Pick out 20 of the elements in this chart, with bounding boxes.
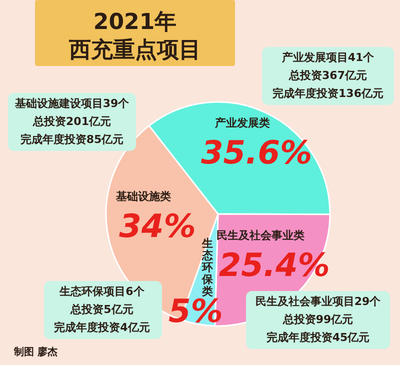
chart-title: 2021年 bbox=[93, 10, 177, 35]
chart-subtitle: 西充重点项目 bbox=[68, 37, 201, 63]
text: 民生及社会事业项目29个 bbox=[255, 295, 382, 308]
slice-label: 民生及社会事业类 bbox=[216, 228, 304, 242]
text: 总投资367亿元 bbox=[288, 69, 367, 82]
data-label: 35.6% bbox=[201, 134, 312, 172]
text: 完成年度投资45亿元 bbox=[266, 331, 370, 344]
text: 完成年度投资85亿元 bbox=[20, 133, 124, 146]
text: 完成年度投资4亿元 bbox=[54, 321, 150, 334]
text: 基础设施建设项目39个 bbox=[14, 97, 130, 110]
data-label: 34% bbox=[119, 207, 196, 246]
text: 完成年度投资136亿元 bbox=[272, 87, 384, 100]
text: 总投资201亿元 bbox=[32, 115, 111, 128]
text: 总投资5亿元 bbox=[70, 303, 134, 316]
slice-label: 基础设施类 bbox=[114, 190, 171, 204]
text: 生态环保项目6个 bbox=[58, 285, 146, 298]
text: 总投资99亿元 bbox=[282, 313, 354, 326]
slice-label: 产业发展类 bbox=[214, 116, 270, 130]
text: 产业发展项目41个 bbox=[280, 51, 376, 64]
text: 制图 廖杰 bbox=[13, 346, 58, 358]
